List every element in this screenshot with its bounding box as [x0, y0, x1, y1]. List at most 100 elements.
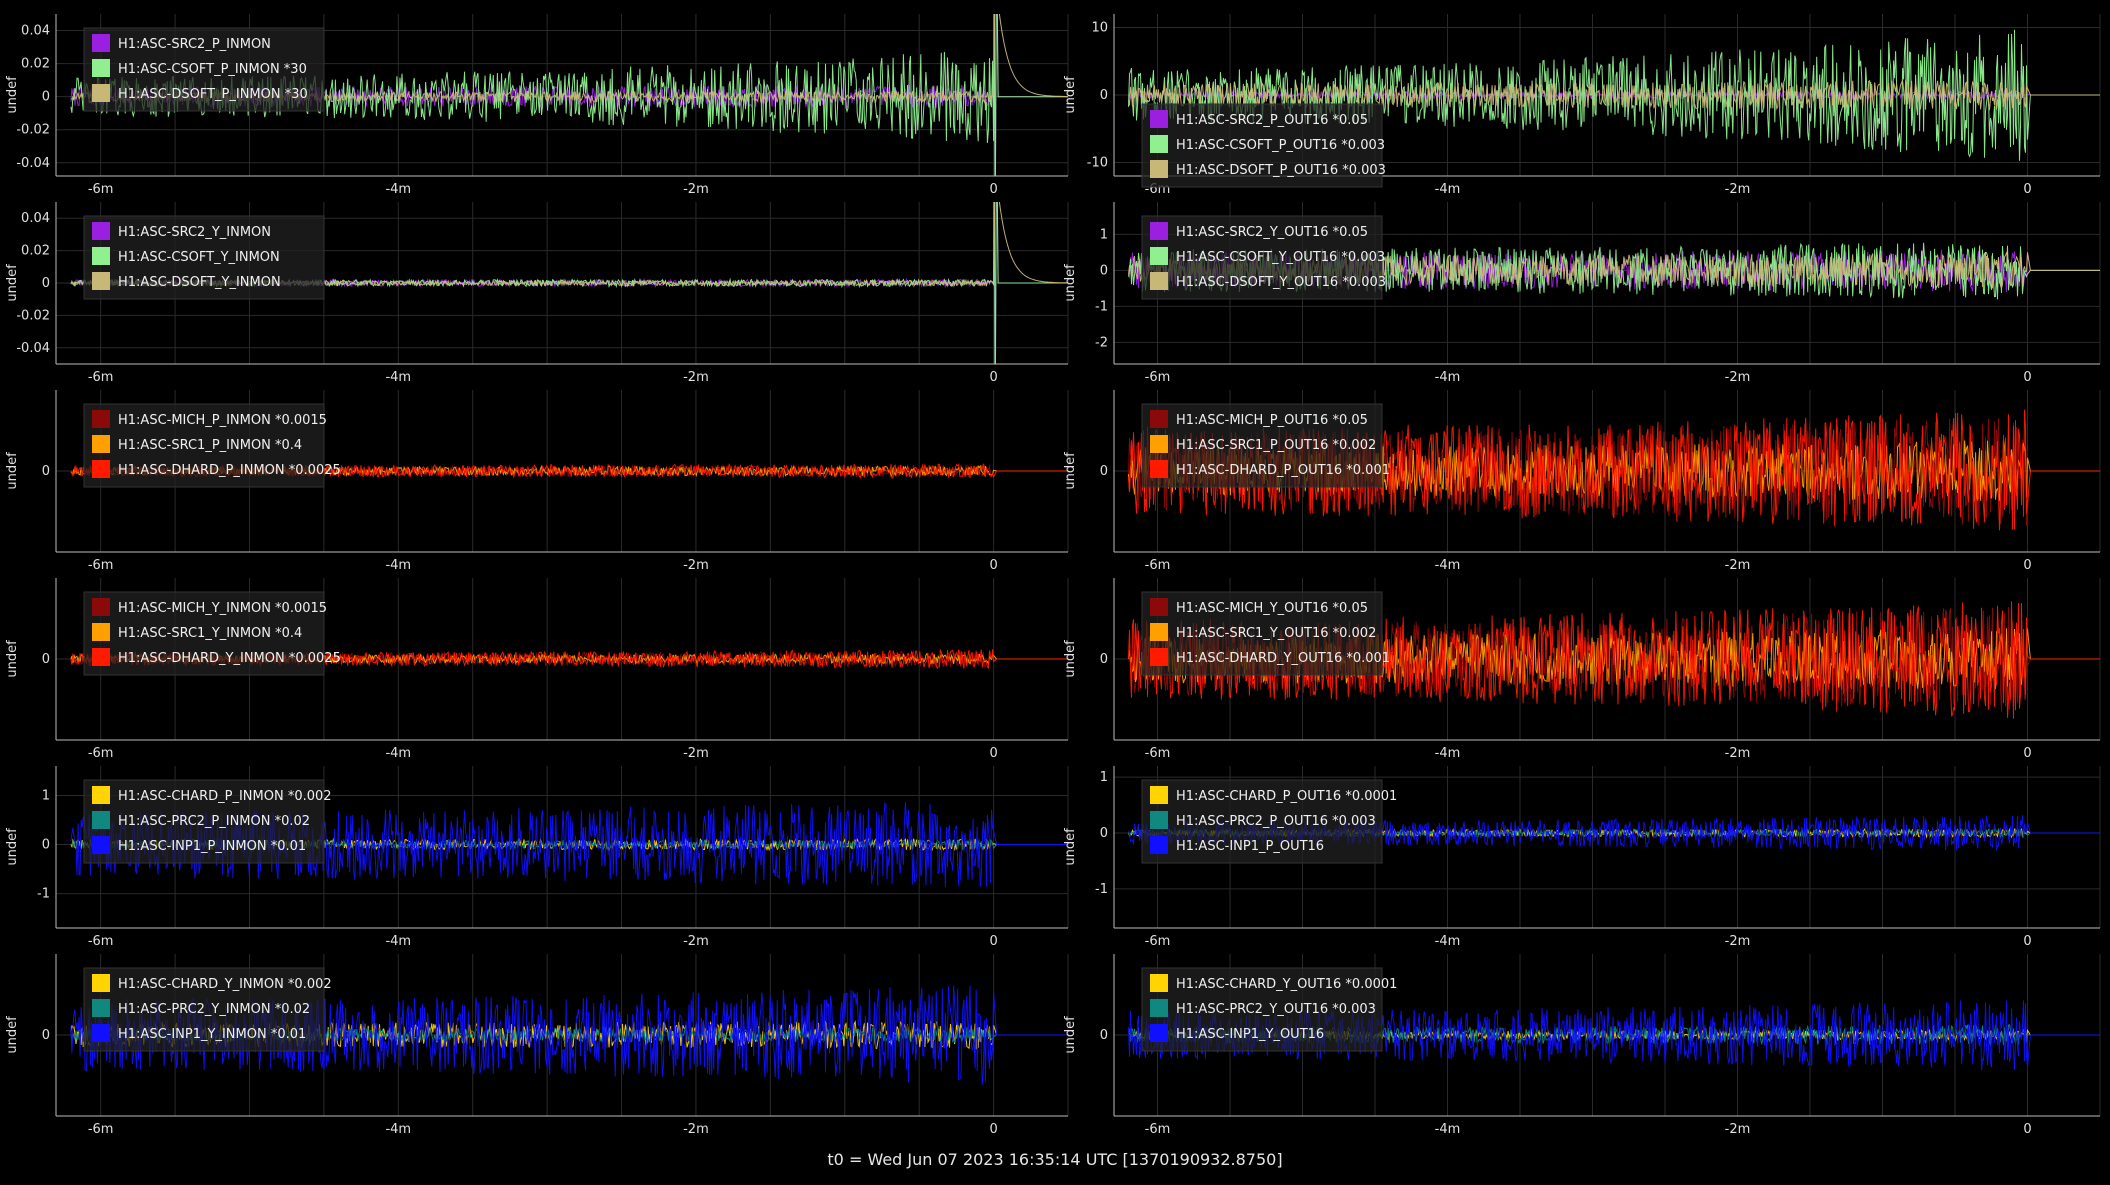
legend-swatch	[1150, 1024, 1168, 1042]
y-axis-label: undef	[5, 828, 20, 866]
y-tick-label: -1	[37, 887, 50, 902]
x-tick-label: 0	[989, 746, 997, 761]
legend-swatch	[92, 836, 110, 854]
legend-entry: H1:ASC-DHARD_Y_OUT16 *0.001	[1176, 651, 1390, 666]
legend-entry: H1:ASC-INP1_Y_INMON *0.01	[118, 1027, 306, 1042]
y-tick-label: 0	[42, 464, 50, 479]
y-tick-label: 0.04	[21, 24, 50, 39]
y-tick-label: 10	[1091, 21, 1108, 36]
y-axis-label: undef	[5, 640, 20, 678]
legend-entry: H1:ASC-SRC1_P_INMON *0.4	[118, 438, 302, 453]
legend-swatch	[1150, 435, 1168, 453]
x-tick-label: 0	[2023, 1122, 2031, 1137]
legend-swatch	[92, 34, 110, 52]
x-tick-label: -4m	[385, 934, 411, 949]
legend-entry: H1:ASC-SRC1_P_OUT16 *0.002	[1176, 438, 1376, 453]
legend-entry: H1:ASC-CHARD_Y_INMON *0.002	[118, 977, 332, 992]
chart-panel-10: -6m -4m -2m 0 0 undef H1:ASC-CHARD_Y_INMON *0.…	[5, 954, 1069, 1137]
legend-swatch	[1150, 247, 1168, 265]
legend-swatch	[1150, 110, 1168, 128]
legend-swatch	[92, 272, 110, 290]
legend-swatch	[92, 222, 110, 240]
x-tick-label: -4m	[1435, 558, 1461, 573]
legend-box	[1141, 779, 1383, 864]
legend-swatch	[1150, 460, 1168, 478]
legend-entry: H1:ASC-SRC2_P_OUT16 *0.05	[1176, 113, 1368, 128]
legend-entry: H1:ASC-SRC1_Y_OUT16 *0.002	[1176, 626, 1376, 641]
legend-entry: H1:ASC-DHARD_Y_INMON *0.0025	[118, 651, 341, 666]
legend-swatch	[92, 999, 110, 1017]
legend-swatch	[1150, 811, 1168, 829]
y-axis-label: undef	[5, 264, 20, 302]
legend-swatch	[1150, 648, 1168, 666]
y-tick-label: -10	[1087, 156, 1108, 171]
y-tick-label: -0.02	[16, 123, 50, 138]
y-tick-label: 0	[42, 652, 50, 667]
legend-entry: H1:ASC-DSOFT_P_INMON *30	[118, 87, 308, 102]
x-tick-label: 0	[989, 1122, 997, 1137]
x-tick-label: -2m	[683, 370, 709, 385]
chart-panel-6: -6m -4m -2m 0 0 undef H1:ASC-MICH_Y_INMON *0.0…	[5, 578, 1069, 761]
x-tick-label: -4m	[1435, 182, 1461, 197]
legend-entry: H1:ASC-PRC2_P_INMON *0.02	[118, 814, 310, 829]
x-tick-label: -6m	[1145, 370, 1171, 385]
legend-swatch	[92, 648, 110, 666]
y-axis-label: undef	[1063, 452, 1078, 490]
chart-panel-2: -6m -4m -2m 0 0.04 0.02 0 -0.02 -0.04 undef H1:ASC…	[5, 202, 1069, 385]
x-tick-label: 0	[2023, 370, 2031, 385]
y-axis-label: undef	[1063, 264, 1078, 302]
x-tick-label: -6m	[1145, 746, 1171, 761]
legend-entry: H1:ASC-INP1_Y_OUT16	[1176, 1027, 1324, 1042]
legend-swatch	[1150, 222, 1168, 240]
legend: H1:ASC-CHARD_P_OUT16 *0.0001 H1:ASC-PRC2_…	[1141, 779, 1397, 864]
legend: H1:ASC-MICH_Y_OUT16 *0.05 H1:ASC-SRC1_Y_O…	[1141, 591, 1390, 676]
chart-panel-3: -6m -4m -2m 0 1 0 -1 -2 undef H1:ASC-SRC2_Y_OUT16…	[1063, 202, 2101, 385]
x-tick-label: 0	[2023, 746, 2031, 761]
legend-swatch	[92, 84, 110, 102]
x-tick-label: -6m	[88, 746, 114, 761]
y-axis-label: undef	[5, 76, 20, 114]
x-tick-label: -4m	[1435, 1122, 1461, 1137]
series-group	[1128, 29, 2100, 161]
legend-swatch	[1150, 272, 1168, 290]
legend-swatch	[92, 974, 110, 992]
t0-footer: t0 = Wed Jun 07 2023 16:35:14 UTC [13701…	[827, 1150, 1283, 1169]
legend: H1:ASC-CHARD_Y_OUT16 *0.0001 H1:ASC-PRC2_…	[1141, 967, 1397, 1052]
x-tick-label: -2m	[1725, 1122, 1751, 1137]
legend-entry: H1:ASC-CSOFT_P_OUT16 *0.003	[1176, 138, 1385, 153]
legend: H1:ASC-MICH_P_INMON *0.0015 H1:ASC-SRC1_P…	[83, 403, 341, 488]
legend-box	[1141, 967, 1383, 1052]
x-tick-label: -2m	[683, 1122, 709, 1137]
x-tick-label: 0	[989, 370, 997, 385]
y-tick-label: 0.02	[21, 244, 50, 259]
y-tick-label: 0.04	[21, 211, 50, 226]
legend-entry: H1:ASC-PRC2_P_OUT16 *0.003	[1176, 814, 1376, 829]
x-tick-label: 0	[989, 558, 997, 573]
x-tick-label: -4m	[385, 746, 411, 761]
y-tick-label: 0	[1100, 1028, 1108, 1043]
y-tick-label: 0	[42, 276, 50, 291]
legend: H1:ASC-SRC2_P_OUT16 *0.05 H1:ASC-CSOFT_P_…	[1141, 103, 1386, 188]
y-tick-label: 0	[1100, 464, 1108, 479]
legend-swatch	[92, 59, 110, 77]
legend-swatch	[92, 435, 110, 453]
legend-box	[1141, 215, 1383, 300]
legend: H1:ASC-CHARD_Y_INMON *0.002 H1:ASC-PRC2_Y…	[83, 967, 332, 1052]
y-tick-label: 0	[42, 90, 50, 105]
legend-entry: H1:ASC-MICH_P_OUT16 *0.05	[1176, 413, 1368, 428]
x-tick-label: -4m	[385, 182, 411, 197]
chart-panel-4: -6m -4m -2m 0 0 undef H1:ASC-MICH_P_INMON *0.0…	[5, 390, 1069, 573]
y-tick-label: 0	[1100, 826, 1108, 841]
x-tick-label: -4m	[385, 558, 411, 573]
legend-swatch	[1150, 410, 1168, 428]
legend-entry: H1:ASC-SRC2_Y_OUT16 *0.05	[1176, 225, 1368, 240]
legend: H1:ASC-SRC2_Y_INMON H1:ASC-CSOFT_Y_INMON H…	[83, 215, 325, 300]
y-tick-label: -0.02	[16, 308, 50, 323]
x-tick-label: -2m	[683, 182, 709, 197]
x-tick-label: -6m	[88, 934, 114, 949]
x-tick-label: -2m	[1725, 746, 1751, 761]
legend-box	[83, 215, 325, 300]
legend-entry: H1:ASC-CHARD_P_INMON *0.002	[118, 789, 332, 804]
legend-entry: H1:ASC-DHARD_P_INMON *0.0025	[118, 463, 341, 478]
